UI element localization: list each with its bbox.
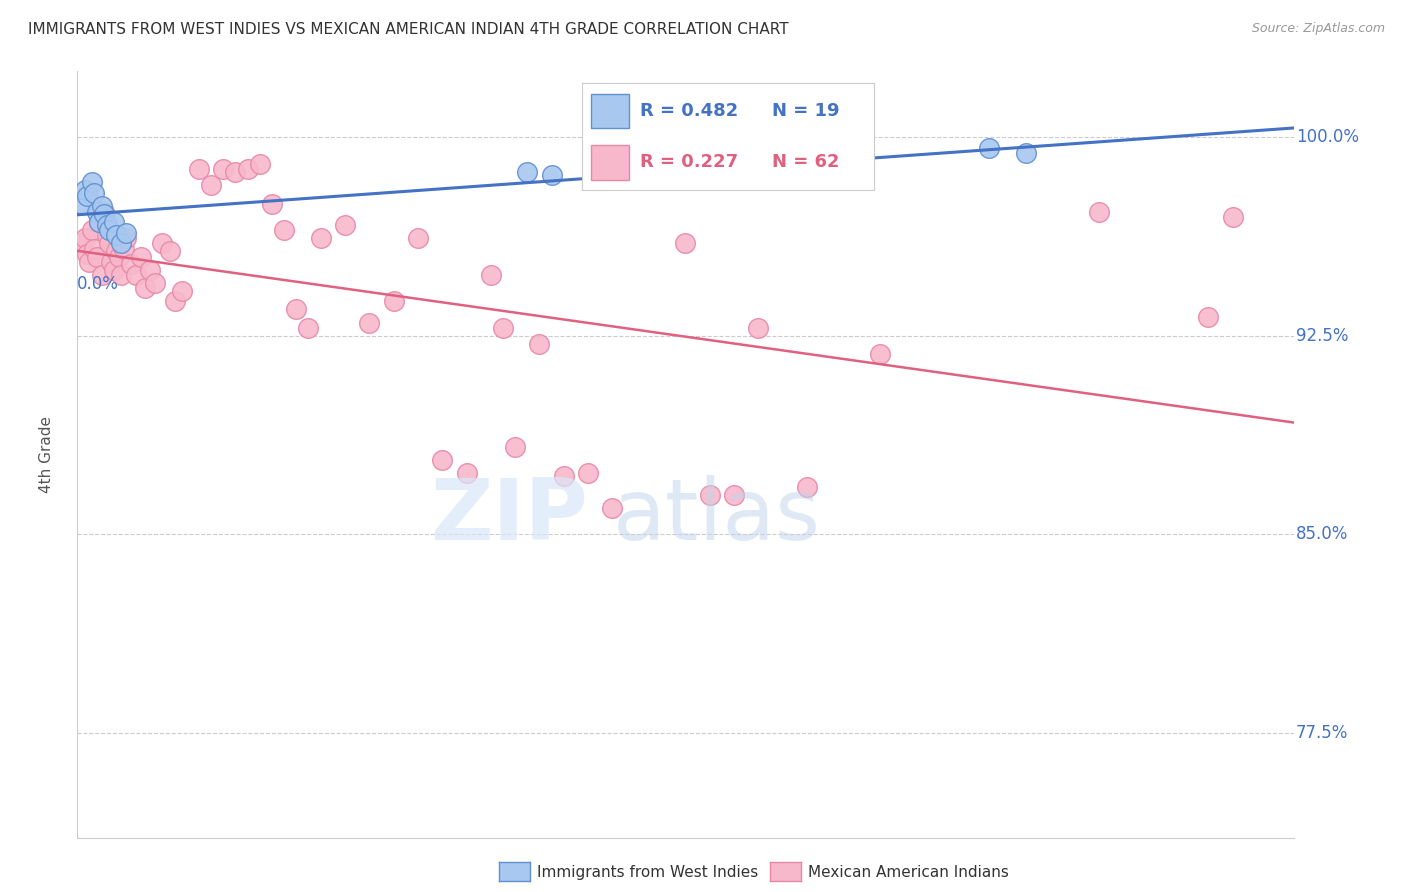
Point: [200, 178, 222, 193]
Text: 85.0%: 85.0%: [1296, 525, 1348, 543]
Text: 0.0%: 0.0%: [77, 275, 120, 293]
Text: 4th Grade: 4th Grade: [39, 417, 55, 493]
Text: ZIP: ZIP: [430, 475, 588, 558]
Point: [73, 183, 96, 197]
Point: [70, 196, 93, 211]
Point: [129, 250, 152, 264]
Point: [76, 188, 98, 202]
Text: Source: ZipAtlas.com: Source: ZipAtlas.com: [1251, 22, 1385, 36]
Point: [97, 236, 120, 251]
Point: [796, 480, 818, 494]
Text: 77.5%: 77.5%: [1296, 723, 1348, 741]
Point: [699, 487, 721, 501]
Point: [260, 196, 283, 211]
Point: [86, 250, 108, 264]
Text: 100.0%: 100.0%: [1296, 128, 1360, 146]
Point: [105, 244, 128, 259]
Point: [285, 302, 308, 317]
Point: [212, 162, 235, 177]
Point: [492, 321, 515, 335]
Point: [152, 236, 174, 251]
Point: [309, 231, 332, 245]
Point: [1015, 146, 1038, 161]
Point: [333, 218, 356, 232]
Point: [103, 262, 125, 277]
Point: [89, 215, 111, 229]
Point: [576, 467, 599, 481]
Point: [83, 242, 105, 256]
Point: [430, 453, 453, 467]
Point: [406, 231, 429, 245]
Point: [529, 336, 551, 351]
Point: [90, 199, 112, 213]
Point: [115, 226, 138, 240]
Point: [89, 215, 111, 229]
Point: [100, 255, 122, 269]
Point: [96, 228, 118, 243]
Point: [359, 316, 381, 330]
Point: [80, 176, 103, 190]
Point: [120, 257, 142, 271]
Point: [553, 469, 575, 483]
Point: [73, 231, 96, 245]
Point: [96, 218, 118, 232]
Point: [224, 165, 246, 179]
Point: [107, 250, 129, 264]
Point: [83, 186, 105, 200]
Point: [540, 168, 562, 182]
Point: [297, 321, 319, 335]
Point: [105, 228, 128, 243]
Point: [159, 244, 181, 259]
Point: [747, 321, 769, 335]
Point: [97, 223, 120, 237]
Point: [125, 268, 148, 282]
Point: [236, 162, 259, 177]
Point: [93, 204, 115, 219]
Text: IMMIGRANTS FROM WEST INDIES VS MEXICAN AMERICAN INDIAN 4TH GRADE CORRELATION CHA: IMMIGRANTS FROM WEST INDIES VS MEXICAN A…: [28, 22, 789, 37]
Point: [479, 268, 502, 282]
Point: [516, 165, 538, 179]
Point: [93, 207, 115, 221]
Point: [79, 255, 101, 269]
Point: [1088, 204, 1111, 219]
Point: [70, 236, 93, 251]
Text: 92.5%: 92.5%: [1296, 326, 1348, 345]
Point: [110, 268, 132, 282]
Point: [103, 215, 125, 229]
Point: [1222, 210, 1244, 224]
Point: [456, 467, 478, 481]
Point: [143, 276, 166, 290]
Point: [115, 231, 138, 245]
Point: [86, 204, 108, 219]
Point: [869, 347, 891, 361]
Point: [170, 284, 193, 298]
Point: [723, 487, 745, 501]
Point: [979, 141, 1001, 155]
Point: [188, 162, 211, 177]
Point: [273, 223, 295, 237]
Point: [139, 262, 162, 277]
Point: [249, 157, 271, 171]
Point: [503, 440, 526, 454]
Point: [110, 236, 132, 251]
Point: [163, 294, 186, 309]
Text: atlas: atlas: [613, 475, 821, 558]
Point: [675, 236, 697, 251]
Text: Immigrants from West Indies: Immigrants from West Indies: [537, 865, 758, 880]
Point: [1197, 310, 1219, 325]
Point: [134, 281, 156, 295]
Point: [80, 223, 103, 237]
Point: [602, 500, 624, 515]
Point: [382, 294, 405, 309]
Point: [76, 247, 98, 261]
Point: [112, 242, 135, 256]
Point: [90, 268, 112, 282]
Text: Mexican American Indians: Mexican American Indians: [808, 865, 1010, 880]
